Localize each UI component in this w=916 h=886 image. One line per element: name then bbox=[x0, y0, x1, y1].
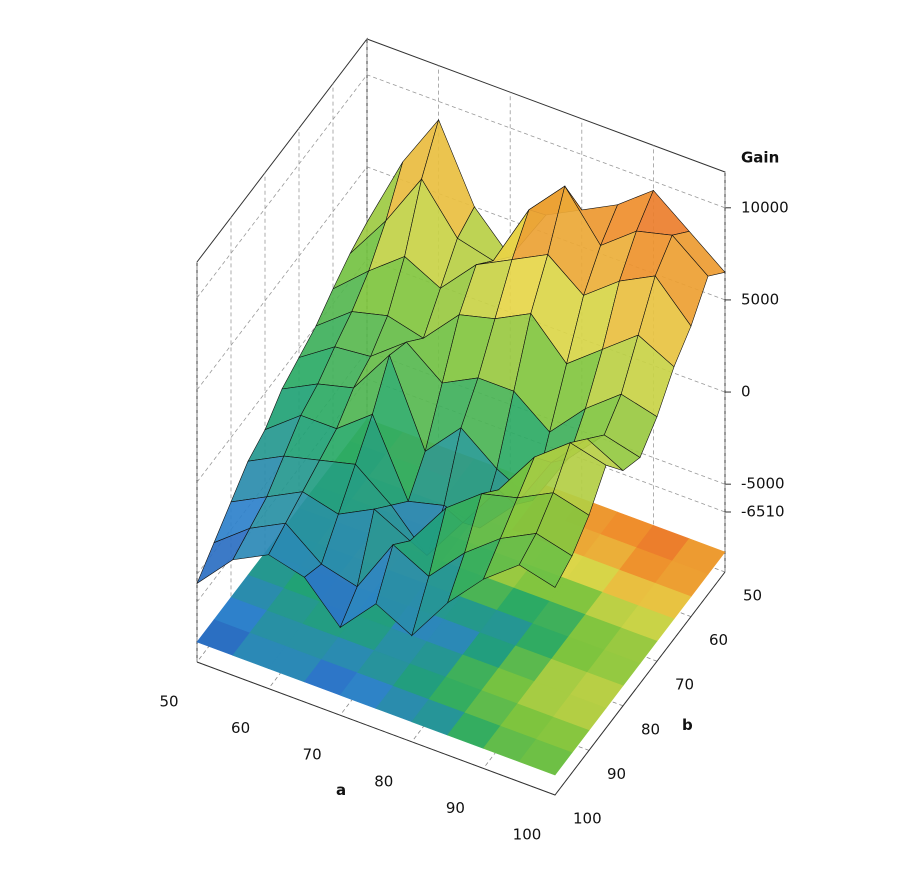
z-axis-title: Gain bbox=[741, 149, 779, 167]
y-tick-label: 60 bbox=[709, 631, 728, 649]
x-tick-label: 70 bbox=[303, 746, 322, 764]
floor-edge bbox=[196, 571, 726, 796]
surface bbox=[196, 118, 726, 637]
surface-cell bbox=[518, 532, 573, 588]
y-axis-title: b bbox=[682, 716, 693, 734]
x-tick-label: 90 bbox=[446, 799, 465, 817]
y-tick-label: 50 bbox=[743, 587, 762, 605]
z-tick-label: 5000 bbox=[741, 290, 779, 308]
y-tick-label: 90 bbox=[607, 765, 626, 783]
x-tick-label: 60 bbox=[231, 719, 250, 737]
z-tick-label: -6510 bbox=[741, 503, 785, 521]
y-tick-label: 100 bbox=[573, 810, 602, 828]
z-tick-label: -5000 bbox=[741, 475, 785, 493]
x-tick-label: 100 bbox=[513, 826, 542, 844]
x-tick-label: 50 bbox=[159, 693, 178, 711]
y-tick-label: 80 bbox=[641, 720, 660, 738]
labels: -6510 -5000 0 5000 10000 Gain 50 60 70 80 90 100 50 6… bbox=[159, 149, 788, 844]
x-tick-label: 80 bbox=[374, 772, 393, 790]
x-axis-title: a bbox=[336, 781, 346, 799]
z-tick-label: 10000 bbox=[741, 198, 789, 216]
y-tick-label: 70 bbox=[675, 676, 694, 694]
z-tick-label: 0 bbox=[741, 383, 751, 401]
heat-cell bbox=[518, 739, 573, 776]
